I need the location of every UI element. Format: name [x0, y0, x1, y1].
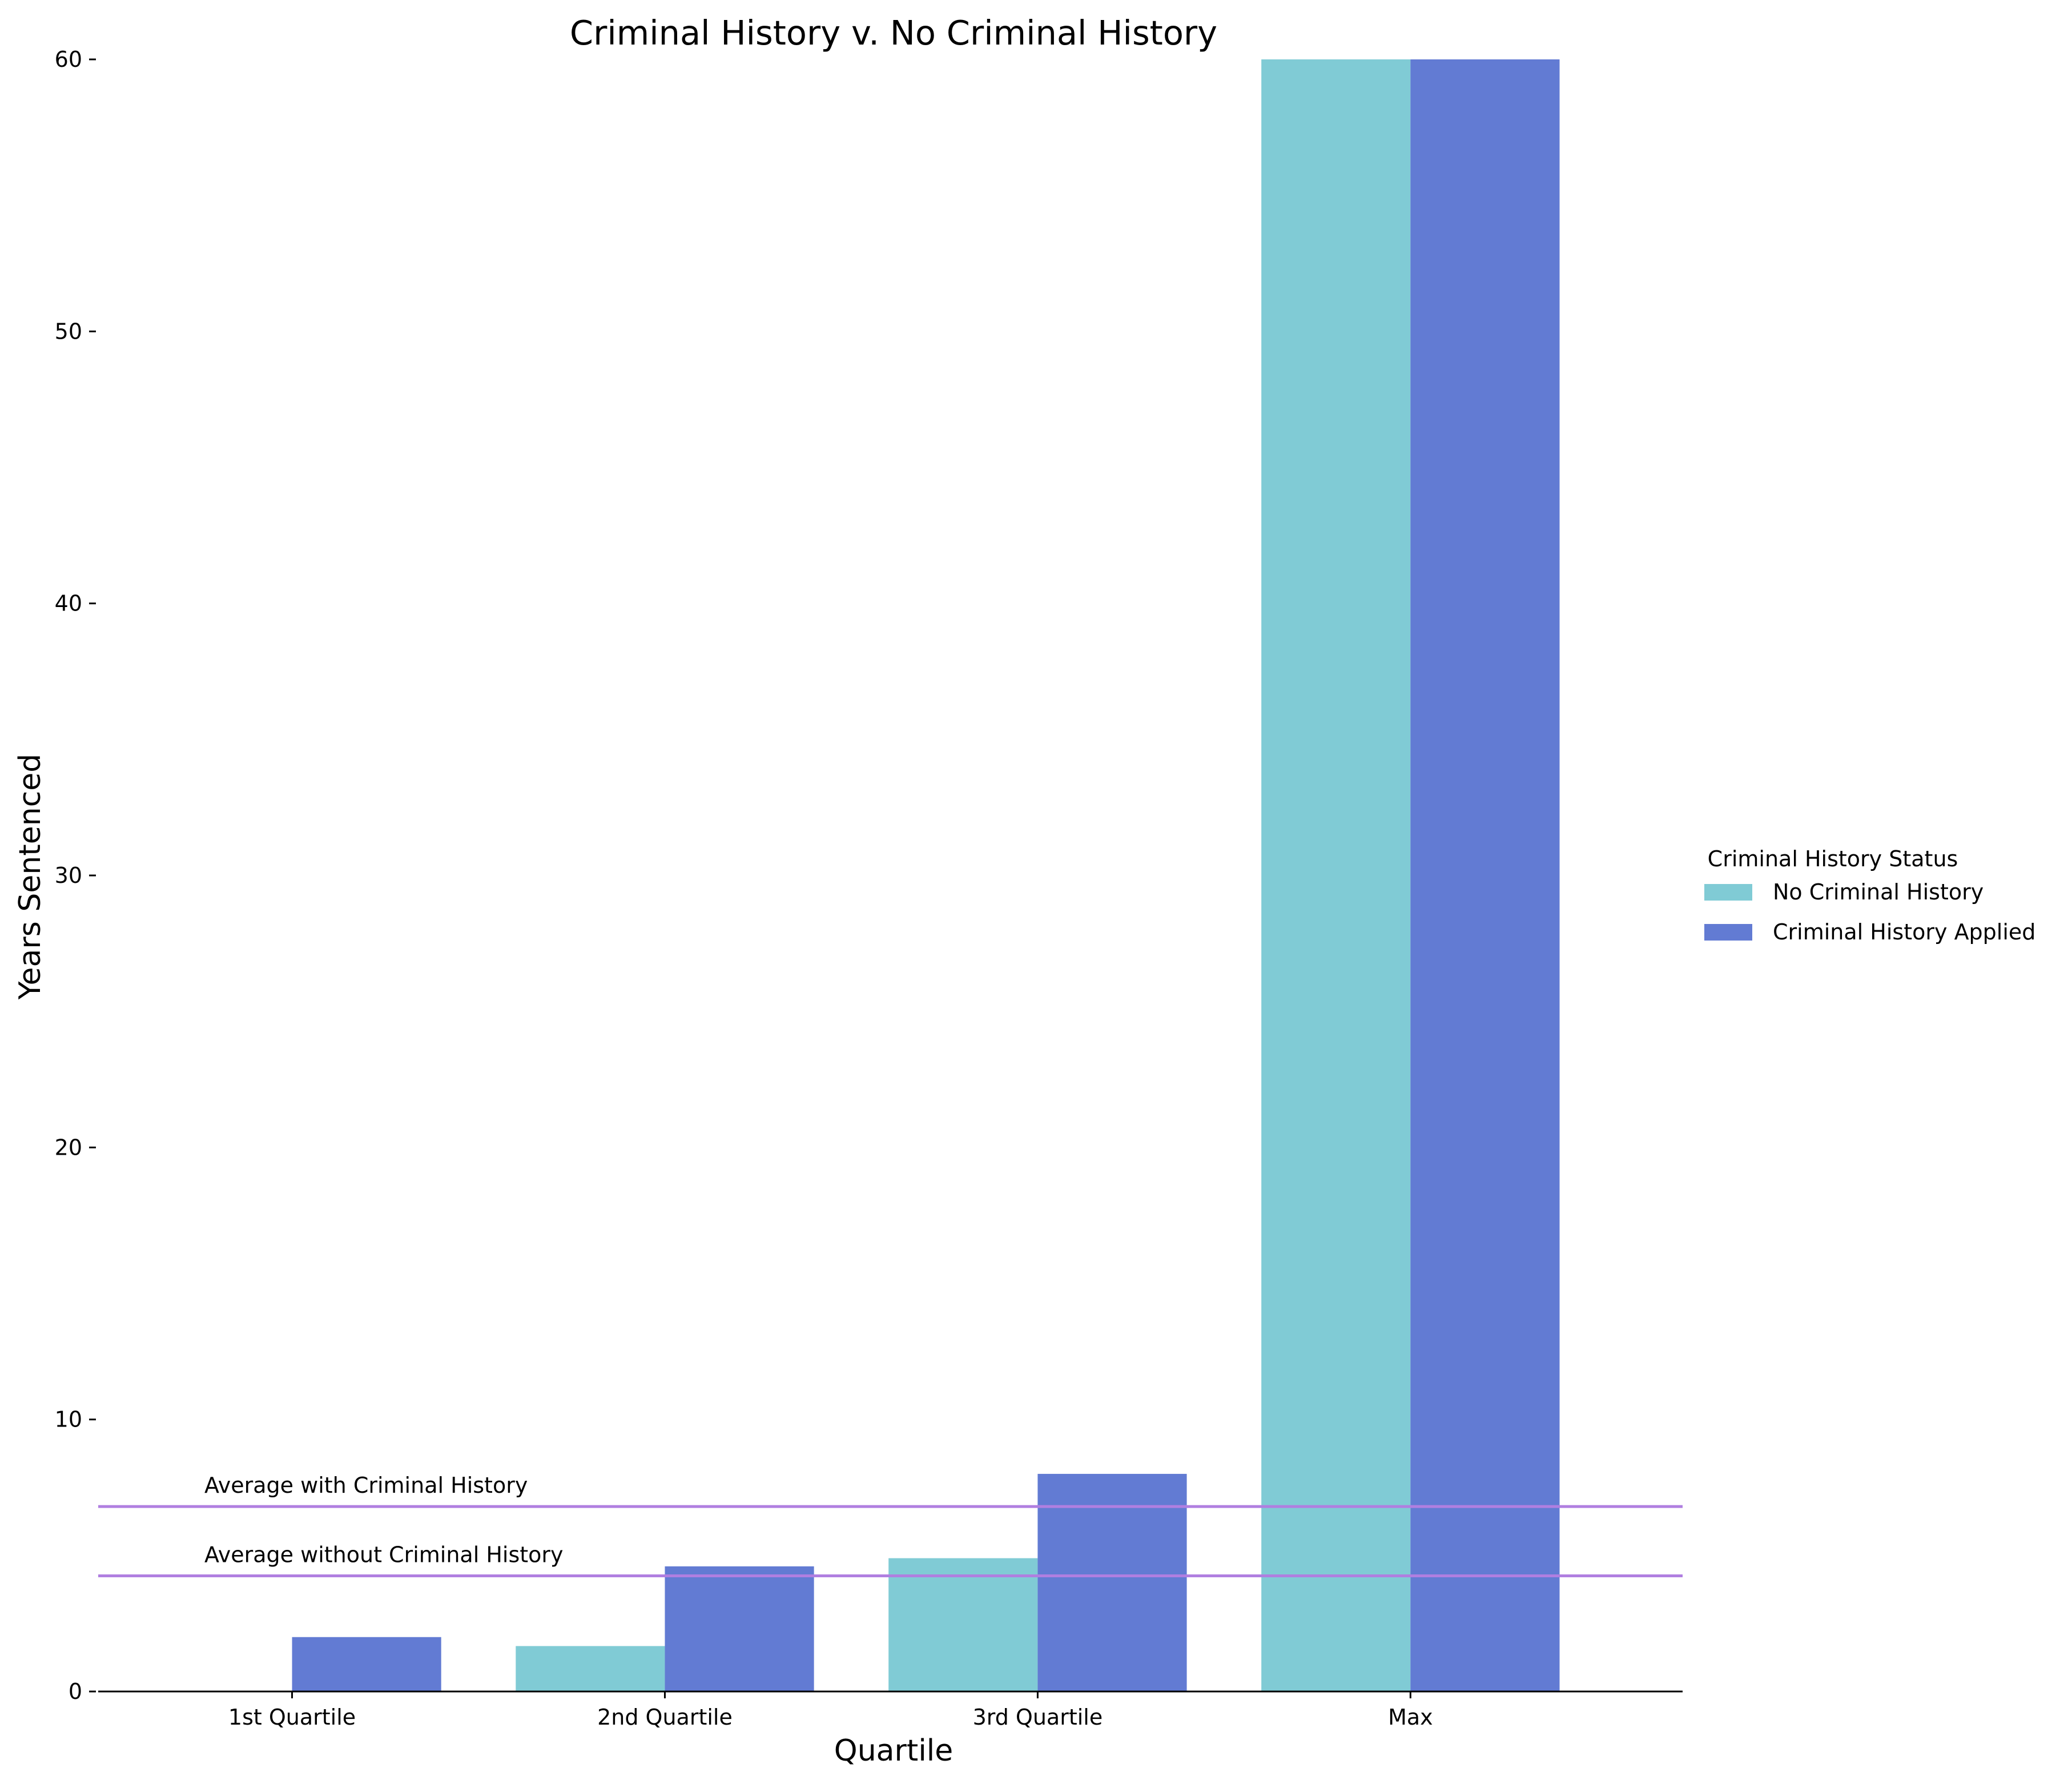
y-axis-label: Years Sentenced — [13, 754, 47, 1001]
y-tick-label-2: 10 — [55, 1407, 82, 1432]
bars — [292, 59, 1560, 1691]
x-axis: 1st Quartile 2nd Quartile 3rd Quartile Max — [98, 1690, 1683, 1730]
x-axis-label: Quartile — [834, 1734, 953, 1768]
legend-swatch-2 — [1704, 924, 1752, 941]
x-tick-label-4: Max — [1388, 1705, 1433, 1730]
bar-history-applied-3 — [1037, 1473, 1187, 1691]
legend: Criminal History Status No Criminal Histo… — [1704, 846, 2035, 945]
bar-history-applied-1 — [292, 1637, 441, 1691]
y-axis: 0 10 20 30 40 50 60 — [55, 47, 96, 1704]
x-tick-label-3: 3rd Quartile — [973, 1705, 1103, 1730]
reference-line-label-1: Average with Criminal History — [204, 1473, 528, 1498]
chart-title: Criminal History v. No Criminal History — [570, 13, 1217, 53]
bar-history-applied-4 — [1410, 59, 1560, 1691]
bar-no-history-3 — [888, 1558, 1038, 1691]
reference-lines: Average with Criminal History Average wit… — [98, 1473, 1683, 1578]
bar-no-history-4 — [1261, 59, 1411, 1691]
x-tick-label-1: 1st Quartile — [228, 1705, 356, 1730]
y-tick-label-1: 0 — [69, 1679, 82, 1704]
y-tick-label-3: 20 — [55, 1135, 82, 1160]
x-tick-label-2: 2nd Quartile — [597, 1705, 733, 1730]
reference-line-label-2: Average without Criminal History — [204, 1542, 564, 1568]
legend-label-2: Criminal History Applied — [1773, 919, 2035, 945]
legend-title: Criminal History Status — [1708, 846, 1958, 871]
y-tick-label-7: 60 — [55, 47, 82, 72]
bar-no-history-2 — [516, 1646, 665, 1691]
y-tick-label-4: 30 — [55, 863, 82, 888]
y-tick-label-6: 50 — [55, 319, 82, 344]
bar-history-applied-2 — [665, 1566, 814, 1691]
legend-swatch-1 — [1704, 884, 1752, 901]
y-tick-label-5: 40 — [55, 591, 82, 616]
legend-label-1: No Criminal History — [1773, 879, 1984, 905]
